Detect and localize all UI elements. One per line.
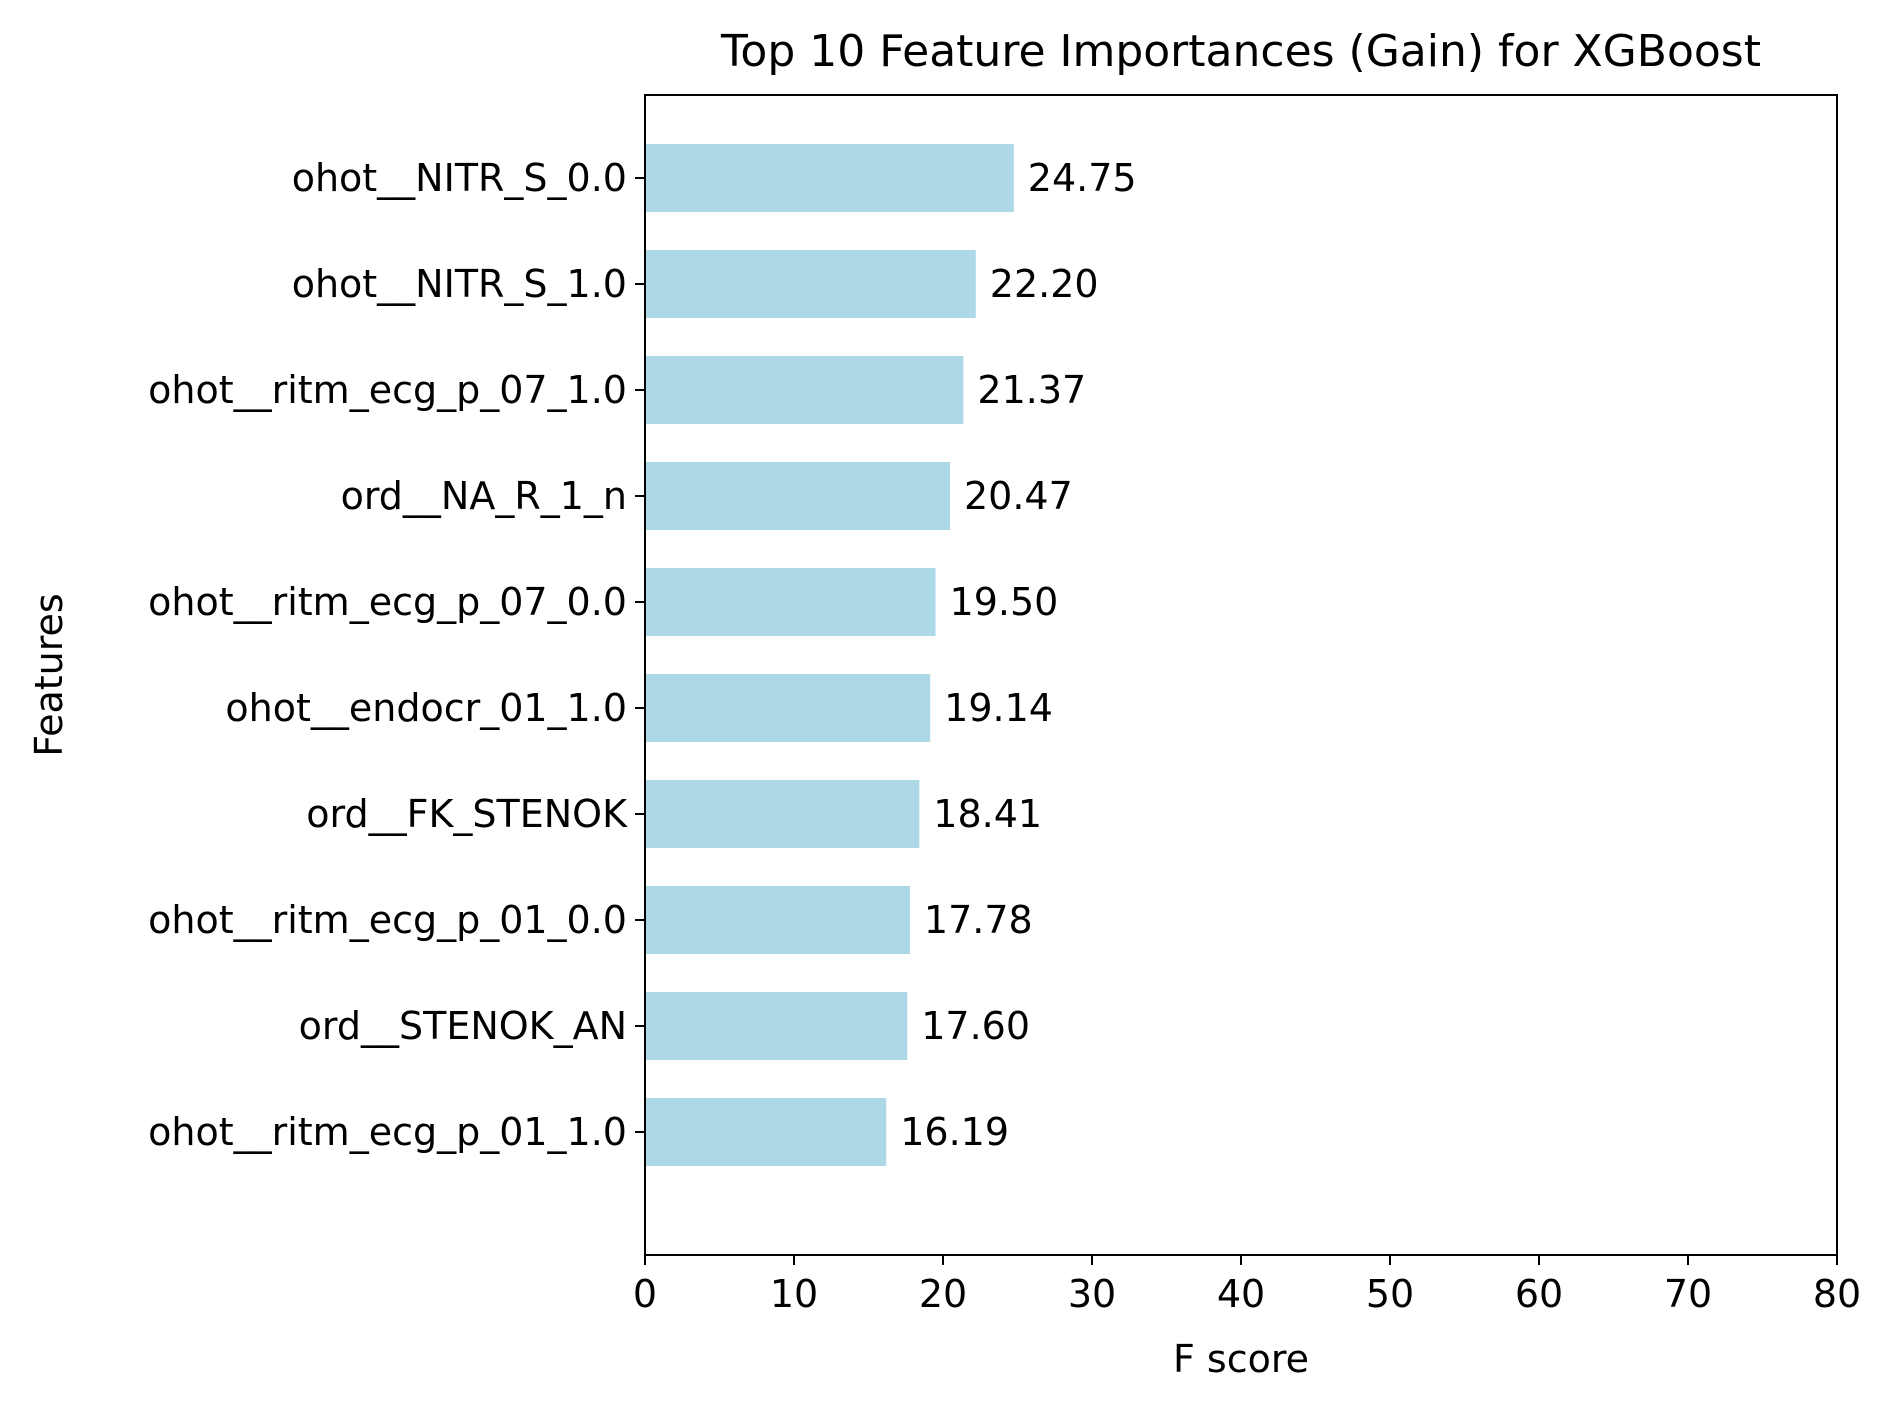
y-axis-title: Features [27,593,71,756]
value-label-1: 22.20 [990,262,1099,306]
value-label-7: 17.78 [924,898,1033,942]
plot-frame [644,94,1838,1256]
y-tick-label-1: ohot__NITR_S_1.0 [292,262,627,306]
bar-0 [645,144,1014,212]
bar-8 [645,992,908,1060]
x-tick-label-6: 60 [1515,1272,1563,1316]
y-tick-label-9: ohot__ritm_ecg_p_01_1.0 [148,1110,627,1154]
y-tick-label-0: ohot__NITR_S_0.0 [292,156,627,200]
value-label-4: 19.50 [950,580,1059,624]
y-tick-label-8: ord__STENOK_AN [299,1004,627,1048]
y-tick-label-7: ohot__ritm_ecg_p_01_0.0 [148,898,627,942]
y-tick-label-6: ord__FK_STENOK [306,792,628,836]
y-tick-label-5: ohot__endocr_01_1.0 [225,686,627,730]
bar-1 [645,250,976,318]
y-tick-label-3: ord__NA_R_1_n [341,474,627,518]
x-tick-label-3: 30 [1068,1272,1116,1316]
bar-4 [645,568,936,636]
bar-9 [645,1098,887,1166]
value-label-0: 24.75 [1028,156,1137,200]
x-tick-label-5: 50 [1366,1272,1414,1316]
value-label-6: 18.41 [933,792,1042,836]
x-tick-label-2: 20 [919,1272,967,1316]
value-label-2: 21.37 [977,368,1086,412]
bar-7 [645,886,910,954]
x-tick-label-7: 70 [1664,1272,1712,1316]
value-label-3: 20.47 [964,474,1073,518]
value-label-9: 16.19 [900,1110,1009,1154]
y-tick-label-2: ohot__ritm_ecg_p_07_1.0 [148,368,627,412]
chart-title: Top 10 Feature Importances (Gain) for XG… [720,26,1761,77]
value-labels-layer: 24.75 22.20 21.37 20.47 19.50 19.14 18.41 17.78… [900,156,1136,1154]
bar-2 [645,356,964,424]
bar-5 [645,674,931,742]
x-tick-label-4: 40 [1217,1272,1265,1316]
x-axis-title: F score [1173,1337,1309,1381]
value-label-5: 19.14 [944,686,1053,730]
bar-6 [645,780,920,848]
x-tick-label-8: 80 [1813,1272,1861,1316]
x-axis: 0 10 20 30 40 50 60 70 80 [633,1255,1861,1316]
x-tick-label-1: 10 [770,1272,818,1316]
y-axis: ohot__NITR_S_0.0 ohot__NITR_S_1.0 ohot__ri… [148,156,645,1154]
bars-layer [645,144,1014,1166]
bar-3 [645,462,951,530]
y-tick-label-4: ohot__ritm_ecg_p_07_0.0 [148,580,627,624]
x-tick-label-0: 0 [633,1272,657,1316]
value-label-8: 17.60 [921,1004,1030,1048]
